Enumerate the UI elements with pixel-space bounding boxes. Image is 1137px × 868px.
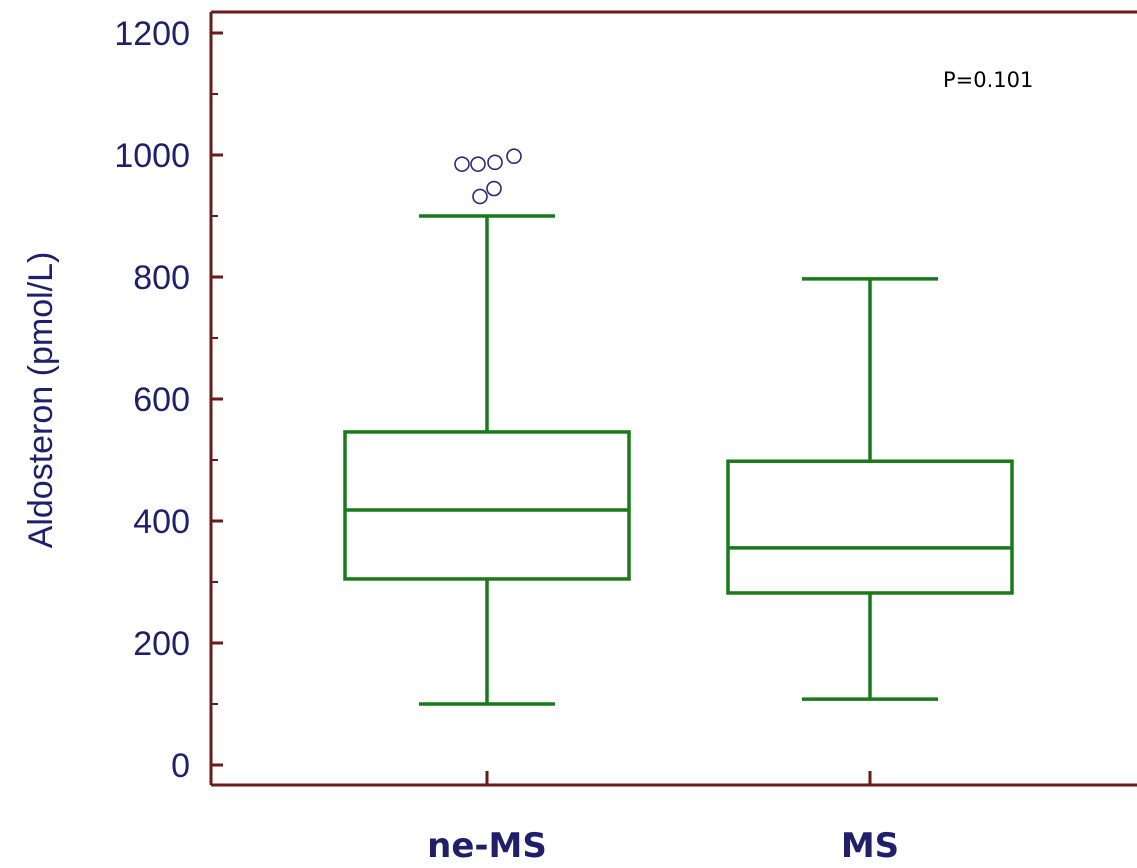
outlier-point [470, 156, 486, 172]
y-tick-label: 1200 [114, 15, 190, 53]
iqr-box [343, 430, 631, 581]
box-ne-ms: ne-MS [343, 148, 631, 866]
outlier-point [454, 156, 470, 172]
y-tick-label: 400 [133, 503, 190, 541]
outlier-point [472, 188, 488, 205]
y-axis-title: Aldosteron (pmol/L) [22, 252, 60, 549]
iqr-box [726, 459, 1014, 595]
category-label: MS [841, 826, 899, 866]
p-value-annotation: P=0.101 [943, 68, 1033, 92]
y-tick-label: 0 [171, 747, 190, 785]
y-tick-label: 200 [133, 625, 190, 663]
y-tick-label: 1000 [114, 137, 190, 175]
y-tick-label: 600 [133, 381, 190, 419]
outlier-point [486, 180, 502, 197]
box-ms: MS [726, 277, 1014, 866]
outlier-point [487, 154, 503, 171]
outlier-point [506, 148, 522, 165]
y-ticks: 0 200 400 600 800 1000 1200 [114, 15, 223, 785]
boxes: ne-MS MS [343, 148, 1014, 866]
category-label: ne-MS [427, 826, 547, 866]
y-tick-label: 800 [133, 259, 190, 297]
axes [209, 10, 1137, 787]
